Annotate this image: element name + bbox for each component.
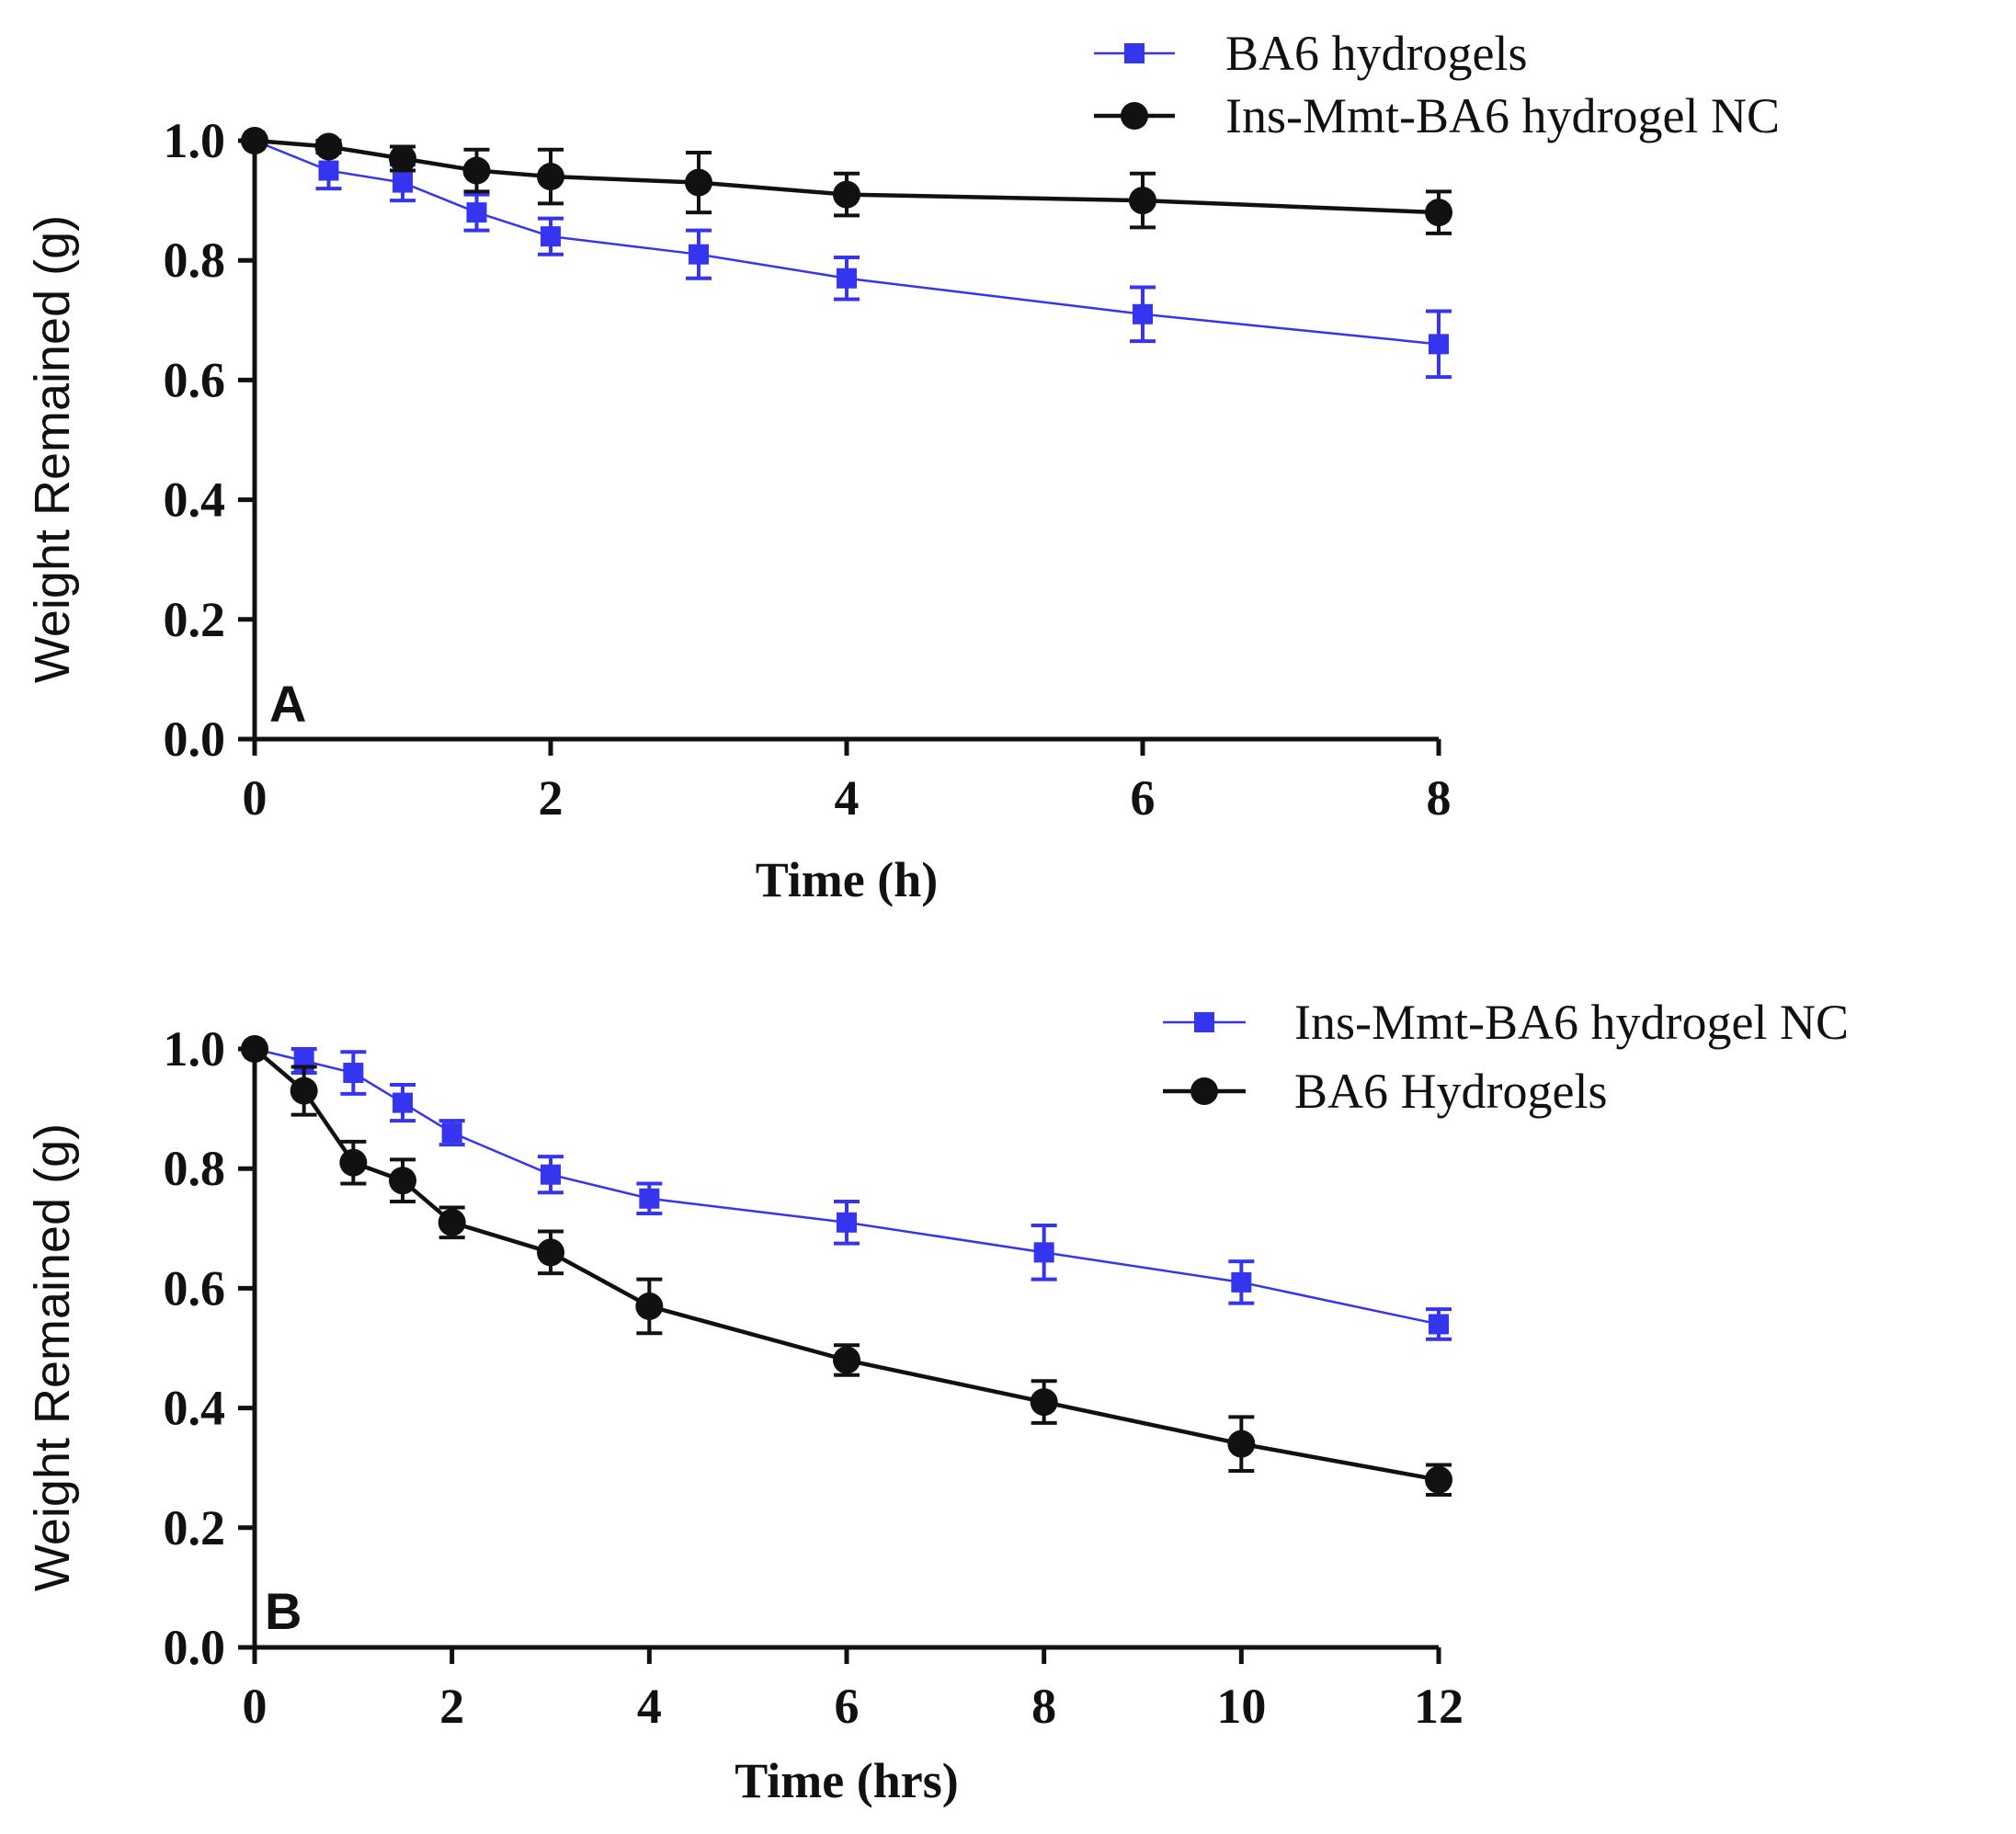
data-point-circle [241, 1035, 268, 1063]
data-point-circle [290, 1076, 318, 1105]
data-point-square [837, 1212, 857, 1233]
x-tick-label: 10 [1216, 1679, 1266, 1734]
x-axis-title: Time (hrs) [735, 1753, 958, 1808]
data-point-circle [1425, 1465, 1452, 1494]
x-tick-label: 0 [243, 1679, 268, 1734]
y-axis-title: Weight Remained (g) [25, 215, 80, 683]
data-point-square [1231, 1271, 1252, 1293]
series-line-blue [254, 139, 1440, 346]
y-tick-label: 1.0 [164, 113, 226, 168]
data-point-circle [1425, 199, 1452, 227]
data-point-circle [635, 1292, 664, 1320]
y-tick-label: 0.6 [164, 352, 226, 407]
data-point-circle [1129, 187, 1156, 215]
data-point-circle [389, 144, 416, 173]
x-tick-label: 12 [1414, 1679, 1464, 1734]
x-tick-label: 6 [835, 1679, 860, 1734]
data-point-square [689, 244, 709, 265]
y-tick-label: 0.2 [164, 592, 226, 647]
data-point-square [343, 1063, 364, 1084]
data-point-circle [339, 1148, 368, 1177]
x-tick-label: 0 [243, 770, 268, 826]
data-point-square [318, 160, 339, 181]
x-tick-label: 8 [1031, 1679, 1056, 1734]
legend-marker-square [1124, 43, 1145, 63]
y-tick-label: 0.8 [164, 1141, 226, 1196]
data-point-circle [462, 156, 491, 185]
legend-marker-circle [1190, 1077, 1218, 1105]
y-tick-label: 0.0 [164, 1620, 226, 1675]
y-tick-label: 1.0 [164, 1021, 226, 1076]
data-point-square [541, 226, 561, 247]
legend-label: Ins-Mmt-BA6 hydrogel NC [1294, 995, 1849, 1050]
data-point-circle [833, 1346, 860, 1374]
legend-label: BA6 Hydrogels [1294, 1064, 1607, 1119]
x-axis-title: Time (h) [756, 852, 939, 907]
legend-marker-square [1194, 1012, 1214, 1032]
data-point-square [837, 268, 857, 289]
data-point-circle [314, 132, 343, 161]
x-tick-label: 8 [1427, 770, 1452, 826]
data-point-circle [537, 1238, 564, 1267]
y-axis-title: Weight Remained (g) [25, 1123, 80, 1591]
legend-label: Ins-Mmt-BA6 hydrogel NC [1225, 88, 1780, 143]
data-point-circle [1030, 1388, 1058, 1417]
x-tick-label: 2 [539, 770, 564, 826]
legend-label: BA6 hydrogels [1225, 26, 1527, 81]
x-tick-label: 4 [637, 1679, 662, 1734]
data-point-circle [685, 168, 712, 197]
data-point-square [393, 172, 413, 193]
y-tick-label: 0.4 [164, 473, 226, 528]
data-point-circle [537, 163, 564, 191]
panel-label: B [265, 1582, 302, 1640]
data-point-square [393, 1092, 413, 1113]
data-point-square [541, 1164, 561, 1185]
data-point-square [1033, 1242, 1054, 1263]
data-point-square [639, 1188, 660, 1209]
panel-label: A [269, 675, 306, 733]
data-point-square [1133, 303, 1153, 325]
data-point-circle [389, 1167, 416, 1195]
x-tick-label: 4 [835, 770, 860, 826]
chart-panel-a: 0 2 4 6 8 0.0 0.2 0.4 0.6 0.8 1.0 Time (h) Weight Re… [25, 26, 1780, 907]
data-point-circle [241, 127, 268, 154]
series-line-blue [254, 1047, 1440, 1326]
data-point-circle [1227, 1430, 1256, 1458]
y-tick-label: 0.4 [164, 1381, 226, 1436]
y-tick-label: 0.0 [164, 712, 226, 767]
data-point-square [441, 1122, 462, 1144]
y-tick-label: 0.8 [164, 233, 226, 288]
data-point-circle [438, 1208, 466, 1236]
legend-marker-circle [1121, 102, 1148, 130]
series-line-black [253, 1047, 1440, 1482]
chart-panel-b: 0 2 4 6 8 10 12 0.0 0.2 0.4 0.6 0.8 1.0 Time (hrs) Wei… [25, 995, 1849, 1808]
y-tick-label: 0.2 [164, 1500, 226, 1555]
data-point-square [466, 202, 487, 223]
data-point-square [1429, 1314, 1449, 1335]
x-tick-label: 6 [1131, 770, 1156, 826]
x-tick-label: 2 [439, 1679, 464, 1734]
y-tick-label: 0.6 [164, 1260, 226, 1316]
data-point-square [1429, 334, 1449, 355]
data-point-circle [833, 180, 860, 209]
